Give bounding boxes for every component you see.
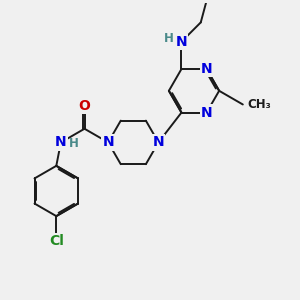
Text: O: O	[79, 98, 90, 112]
Text: H: H	[164, 32, 174, 45]
Text: Cl: Cl	[49, 234, 64, 248]
Text: N: N	[176, 35, 187, 49]
Text: N: N	[201, 62, 212, 76]
Text: N: N	[153, 135, 164, 149]
Text: N: N	[201, 106, 212, 120]
Text: N: N	[55, 135, 67, 149]
Text: H: H	[69, 137, 79, 150]
Text: N: N	[102, 135, 114, 149]
Text: CH₃: CH₃	[248, 98, 271, 111]
